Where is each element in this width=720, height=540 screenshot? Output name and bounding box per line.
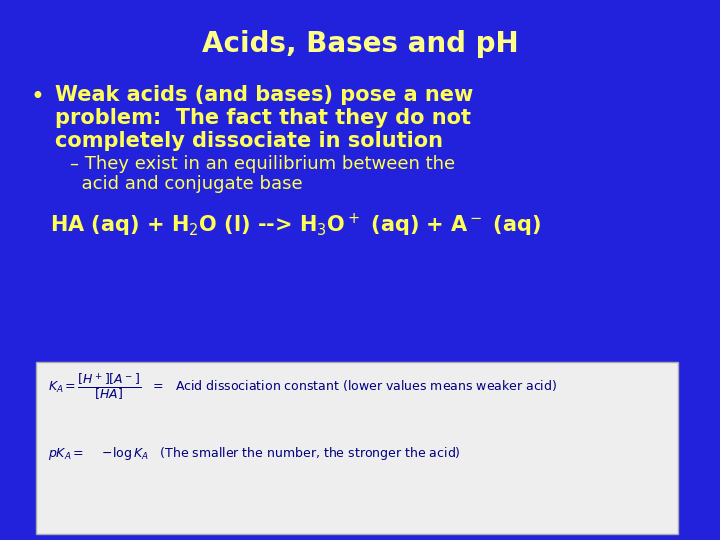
Text: •: • <box>30 85 44 109</box>
Text: Weak acids (and bases) pose a new: Weak acids (and bases) pose a new <box>55 85 473 105</box>
Text: HA (aq) + H$_2$O (l) --> H$_3$O$^+$ (aq) + A$^-$ (aq): HA (aq) + H$_2$O (l) --> H$_3$O$^+$ (aq)… <box>50 212 541 239</box>
Text: – They exist in an equilibrium between the: – They exist in an equilibrium between t… <box>70 155 455 173</box>
Text: Acids, Bases and pH: Acids, Bases and pH <box>202 30 518 58</box>
Text: completely dissociate in solution: completely dissociate in solution <box>55 131 443 151</box>
Text: problem:  The fact that they do not: problem: The fact that they do not <box>55 108 471 128</box>
Text: $pK_A =$    $-\log K_A$   (The smaller the number, the stronger the acid): $pK_A =$ $-\log K_A$ (The smaller the nu… <box>48 445 461 462</box>
FancyBboxPatch shape <box>36 362 678 534</box>
Text: acid and conjugate base: acid and conjugate base <box>70 175 302 193</box>
Text: $K_A = \dfrac{[H^+][A^-]}{[HA]}$   =   Acid dissociation constant (lower values : $K_A = \dfrac{[H^+][A^-]}{[HA]}$ = Acid … <box>48 372 557 403</box>
